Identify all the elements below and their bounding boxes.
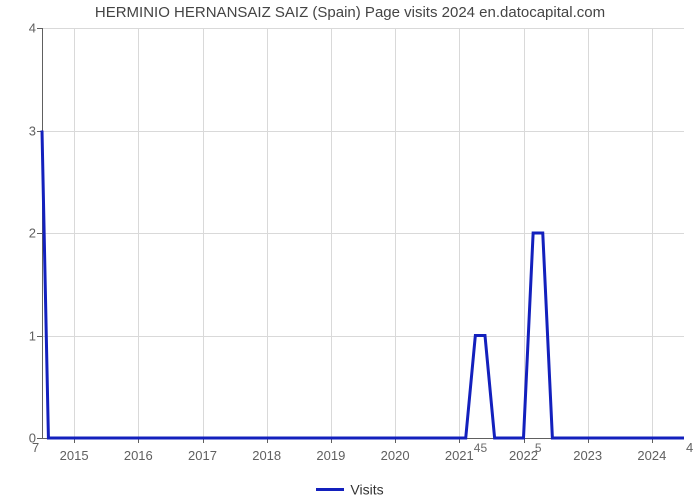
corner-label-br: 4 xyxy=(686,440,693,455)
corner-label-bl: 7 xyxy=(32,440,39,455)
y-tick-label: 2 xyxy=(29,226,42,241)
x-tick-label: 2016 xyxy=(124,438,153,463)
plot-area: 0123420152016201720182019202020212022202… xyxy=(42,28,684,438)
chart-title: HERMINIO HERNANSAIZ SAIZ (Spain) Page vi… xyxy=(0,4,700,21)
data-point-label: 45 xyxy=(474,441,487,455)
x-tick-label: 2015 xyxy=(60,438,89,463)
y-tick-label: 3 xyxy=(29,123,42,138)
x-tick-label: 2017 xyxy=(188,438,217,463)
y-tick-label: 4 xyxy=(29,21,42,36)
x-tick-label: 2022 xyxy=(509,438,538,463)
y-tick-label: 1 xyxy=(29,328,42,343)
x-tick-label: 2021 xyxy=(445,438,474,463)
x-tick-label: 2018 xyxy=(252,438,281,463)
series-line xyxy=(42,28,684,438)
chart-container: HERMINIO HERNANSAIZ SAIZ (Spain) Page vi… xyxy=(0,0,700,500)
data-point-label: 5 xyxy=(535,441,542,455)
legend: Visits xyxy=(0,480,700,497)
x-tick-label: 2020 xyxy=(381,438,410,463)
legend-label: Visits xyxy=(350,481,383,497)
x-tick-label: 2019 xyxy=(316,438,345,463)
x-tick-label: 2023 xyxy=(573,438,602,463)
x-tick-label: 2024 xyxy=(637,438,666,463)
legend-swatch xyxy=(316,488,344,491)
